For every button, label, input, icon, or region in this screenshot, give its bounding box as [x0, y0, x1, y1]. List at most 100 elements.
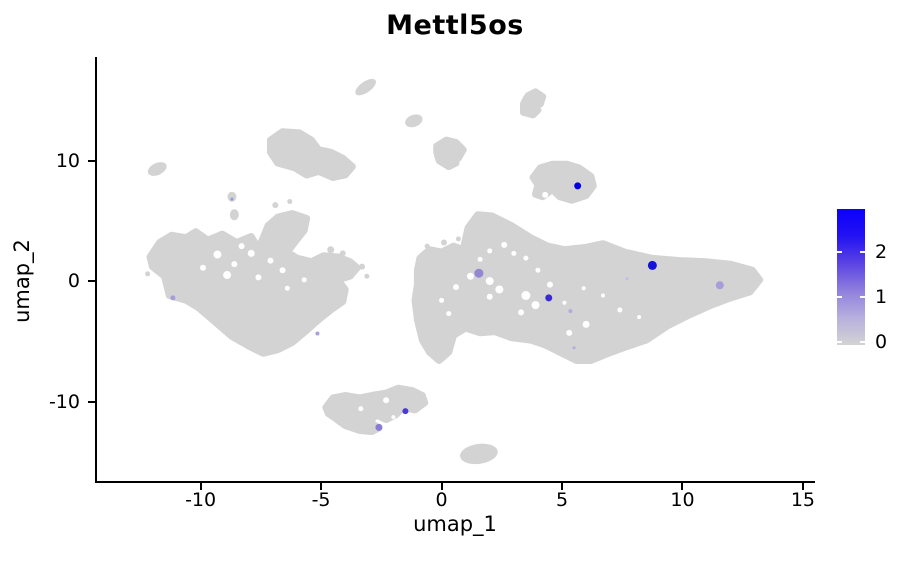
cell-cluster-small-blob-lower [229, 209, 239, 221]
y-tick-label: 0 [67, 270, 80, 293]
colorbar-tick-mark [837, 340, 842, 343]
expression-colorbar [837, 209, 865, 345]
cell-cluster-top-diagonal-island [355, 78, 376, 96]
expressing-cell [230, 197, 234, 201]
cell-cluster-bottom-small-island [460, 443, 498, 465]
expressing-cell [574, 182, 582, 190]
umap-scatter-canvas [145, 78, 764, 465]
density-gap [582, 320, 590, 328]
density-gap [453, 284, 459, 291]
cell-dot [364, 273, 370, 279]
density-gap [495, 285, 504, 294]
density-gap [523, 255, 529, 261]
density-gap [284, 285, 290, 291]
colorbar-tick-label: 1 [875, 285, 888, 308]
density-gap [542, 191, 549, 198]
cell-cluster-top-mid-island [433, 136, 467, 171]
colorbar-tick-mark [860, 251, 865, 254]
y-tick-label: 10 [55, 149, 80, 172]
cell-dot [145, 271, 151, 277]
colorbar-tick-label: 0 [875, 330, 888, 353]
density-gap [562, 300, 567, 305]
y-tick-mark [88, 400, 95, 403]
cell-cluster-top-oval-island [405, 114, 423, 128]
x-tick-mark [199, 483, 202, 490]
density-gap [501, 241, 508, 248]
y-tick-mark [88, 280, 95, 283]
cell-cluster-upper-right-island [529, 160, 597, 204]
cell-dot [359, 263, 366, 270]
density-gap [279, 267, 286, 274]
density-gap [358, 406, 364, 412]
x-tick-mark [320, 483, 323, 490]
cell-cluster-top-left-island [267, 128, 356, 181]
density-gap [238, 243, 245, 250]
density-gap [617, 307, 623, 313]
density-gap [511, 250, 517, 256]
density-gap [247, 249, 255, 257]
x-tick-mark [801, 483, 804, 490]
cell-cluster-bottom-cluster [322, 384, 429, 436]
cell-dot [272, 202, 279, 209]
expressing-cell [715, 281, 724, 290]
density-gap [439, 297, 445, 303]
density-gap [223, 271, 232, 280]
expressing-cell [625, 277, 629, 281]
density-gap [446, 311, 452, 317]
density-gap [637, 315, 642, 320]
cell-cluster-top-small-island [520, 88, 547, 119]
density-gap [466, 272, 474, 280]
colorbar-tick-mark [837, 295, 842, 298]
x-tick-label: 5 [555, 489, 569, 511]
density-gap [200, 264, 207, 271]
x-tick-label: -5 [311, 489, 331, 511]
density-gap [546, 281, 553, 288]
cell-cluster-far-top-left-island [147, 162, 167, 176]
x-tick-label: 15 [790, 489, 816, 511]
cell-dot [327, 246, 335, 254]
density-gap [486, 293, 493, 300]
expressing-cell [545, 294, 553, 302]
colorbar-tick-label: 2 [875, 241, 888, 264]
density-gap [535, 267, 541, 273]
cell-dot [455, 236, 461, 242]
density-gap [267, 257, 274, 264]
density-gap [477, 256, 483, 262]
cell-dot [339, 250, 346, 257]
x-tick-label: 10 [670, 489, 695, 511]
x-tick-mark [440, 483, 443, 490]
expressing-cell [474, 268, 484, 278]
expressing-cell [572, 346, 576, 350]
y-axis-title: umap_2 [10, 239, 34, 323]
plot-panel [95, 57, 815, 483]
density-gap [581, 286, 586, 291]
cell-dot [287, 199, 293, 205]
x-tick-mark [561, 483, 563, 490]
density-gap [255, 274, 262, 281]
y-tick-label: -10 [48, 390, 80, 413]
x-axis-title: umap_1 [413, 512, 497, 536]
expressing-cell [170, 295, 176, 301]
y-tick-mark [88, 159, 95, 162]
expressing-cell [647, 260, 657, 270]
cell-dot [440, 239, 447, 246]
x-tick-label: -10 [185, 489, 217, 511]
density-gap [566, 329, 573, 336]
cell-dot [424, 243, 430, 249]
density-gap [531, 301, 540, 310]
expressing-cell [315, 331, 320, 336]
density-gap [518, 309, 525, 316]
density-gap [600, 293, 605, 298]
density-gap [485, 277, 494, 286]
x-tick-mark [681, 483, 684, 490]
density-gap [231, 261, 238, 268]
density-gap [213, 250, 222, 259]
density-gap [391, 415, 396, 420]
cell-cluster-right-main [411, 211, 764, 364]
x-tick-label: 0 [435, 489, 448, 511]
density-gap [521, 291, 531, 300]
expressing-cell [402, 408, 409, 415]
colorbar-tick-mark [860, 340, 865, 343]
expressing-cell [375, 423, 383, 431]
